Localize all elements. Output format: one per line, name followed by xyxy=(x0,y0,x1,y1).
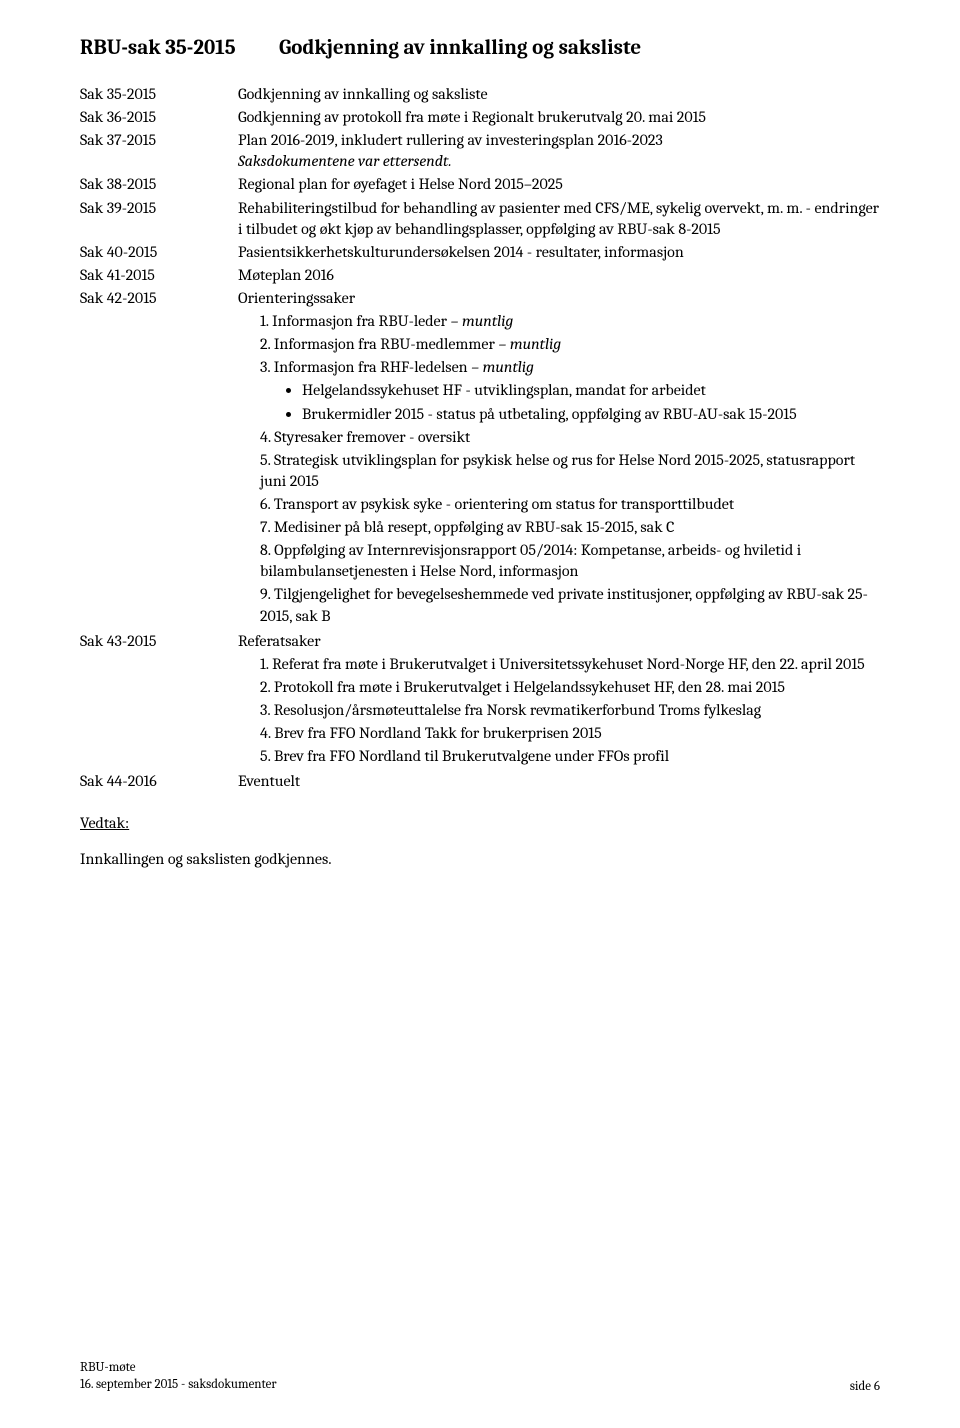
sak-italic-note: Saksdokumentene var ettersendt. xyxy=(238,152,452,170)
bullet-item: Helgelandssykehuset HF - utviklingsplan,… xyxy=(302,380,880,401)
sak-entry: Sak 39-2015 Rehabiliteringstilbud for be… xyxy=(80,198,880,240)
item-italic: – muntlig xyxy=(450,312,513,330)
sak-text: Referatsaker xyxy=(238,632,321,650)
bullet-list: Helgelandssykehuset HF - utviklingsplan,… xyxy=(260,380,880,424)
list-item: 2. Informasjon fra RBU-medlemmer – muntl… xyxy=(260,334,880,355)
item-text: Resolusjon/årsmøteuttalelse fra Norsk re… xyxy=(274,701,761,719)
sak-label: Sak 43-2015 xyxy=(80,631,238,770)
sak-label: Sak 35-2015 xyxy=(80,84,238,105)
sak-entry: Sak 44-2016 Eventuelt xyxy=(80,771,880,792)
numbered-list: 1. Referat fra møte i Brukerutvalget i U… xyxy=(238,654,880,768)
title-sak-id: RBU-sak 35-2015 xyxy=(80,36,236,60)
sak-body: Rehabiliteringstilbud for behandling av … xyxy=(238,198,880,240)
page-title-row: RBU-sak 35-2015 Godkjenning av innkallin… xyxy=(80,36,880,60)
footer-left-line2: 16. september 2015 - saksdokumenter xyxy=(80,1377,277,1392)
sak-body: Regional plan for øyefaget i Helse Nord … xyxy=(238,174,880,195)
item-text: Protokoll fra møte i Brukerutvalget i He… xyxy=(274,678,785,696)
sak-entry: Sak 42-2015 Orienteringssaker 1. Informa… xyxy=(80,288,880,629)
sak-body: Pasientsikkerhetskulturundersøkelsen 201… xyxy=(238,242,880,263)
list-item: 4. Brev fra FFO Nordland Takk for bruker… xyxy=(260,723,880,744)
item-num: 3. xyxy=(260,358,270,376)
item-text: Informasjon fra RBU-medlemmer xyxy=(274,335,498,353)
sak-entry: Sak 41-2015 Møteplan 2016 xyxy=(80,265,880,286)
sak-body: Orienteringssaker 1. Informasjon fra RBU… xyxy=(238,288,880,629)
item-num: 3. xyxy=(260,701,270,719)
item-text: Transport av psykisk syke - orientering … xyxy=(274,495,734,513)
sak-body: Eventuelt xyxy=(238,771,880,792)
sak-body: Godkjenning av protokoll fra møte i Regi… xyxy=(238,107,880,128)
list-item: 3. Informasjon fra RHF-ledelsen – muntli… xyxy=(260,357,880,424)
footer-left-line1: RBU-møte xyxy=(80,1360,135,1375)
item-text: Medisiner på blå resept, oppfølging av R… xyxy=(274,518,675,536)
item-italic: – muntlig xyxy=(471,358,534,376)
sak-entry: Sak 38-2015 Regional plan for øyefaget i… xyxy=(80,174,880,195)
item-italic: – muntlig xyxy=(498,335,561,353)
item-num: 5. xyxy=(260,747,270,765)
title-heading: Godkjenning av innkalling og saksliste xyxy=(279,36,641,60)
vedtak-text: Innkallingen og sakslisten godkjennes. xyxy=(80,850,880,868)
item-text: Strategisk utviklingsplan for psykisk he… xyxy=(260,451,855,490)
item-num: 1. xyxy=(260,655,269,673)
sak-label: Sak 36-2015 xyxy=(80,107,238,128)
item-num: 4. xyxy=(260,724,271,742)
sak-text: Orienteringssaker xyxy=(238,289,355,307)
item-num: 1. xyxy=(260,312,269,330)
sak-body: Plan 2016-2019, inkludert rullering av i… xyxy=(238,130,880,172)
list-item: 7. Medisiner på blå resept, oppfølging a… xyxy=(260,517,880,538)
item-text: Oppfølging av Internrevisjonsrapport 05/… xyxy=(260,541,801,580)
list-item: 2. Protokoll fra møte i Brukerutvalget i… xyxy=(260,677,880,698)
sak-body: Møteplan 2016 xyxy=(238,265,880,286)
sak-label: Sak 41-2015 xyxy=(80,265,238,286)
sak-label: Sak 39-2015 xyxy=(80,198,238,240)
sak-entry: Sak 36-2015 Godkjenning av protokoll fra… xyxy=(80,107,880,128)
footer-right: side 6 xyxy=(850,1379,880,1394)
sak-label: Sak 42-2015 xyxy=(80,288,238,629)
item-text: Informasjon fra RHF-ledelsen xyxy=(274,358,471,376)
item-text: Tilgjengelighet for bevegelseshemmede ve… xyxy=(260,585,868,624)
sak-entry: Sak 43-2015 Referatsaker 1. Referat fra … xyxy=(80,631,880,770)
list-item: 5. Strategisk utviklingsplan for psykisk… xyxy=(260,450,880,492)
list-item: 3. Resolusjon/årsmøteuttalelse fra Norsk… xyxy=(260,700,880,721)
list-item: 1. Informasjon fra RBU-leder – muntlig xyxy=(260,311,880,332)
sak-label: Sak 38-2015 xyxy=(80,174,238,195)
list-item: 8. Oppfølging av Internrevisjonsrapport … xyxy=(260,540,880,582)
item-num: 2. xyxy=(260,335,270,353)
sak-label: Sak 40-2015 xyxy=(80,242,238,263)
item-text: Brev fra FFO Nordland Takk for brukerpri… xyxy=(274,724,601,742)
list-item: 1. Referat fra møte i Brukerutvalget i U… xyxy=(260,654,880,675)
sak-entry: Sak 35-2015 Godkjenning av innkalling og… xyxy=(80,84,880,105)
list-item: 5. Brev fra FFO Nordland til Brukerutval… xyxy=(260,746,880,767)
sak-entry: Sak 40-2015 Pasientsikkerhetskulturunder… xyxy=(80,242,880,263)
page-footer: RBU-møte 16. september 2015 - saksdokume… xyxy=(80,1359,880,1394)
sak-entry: Sak 37-2015 Plan 2016-2019, inkludert ru… xyxy=(80,130,880,172)
vedtak-heading: Vedtak: xyxy=(80,814,880,832)
item-text: Informasjon fra RBU-leder xyxy=(272,312,450,330)
item-text: Styresaker fremover - oversikt xyxy=(274,428,470,446)
item-num: 2. xyxy=(260,678,270,696)
item-num: 9. xyxy=(260,585,270,603)
sak-body: Godkjenning av innkalling og saksliste xyxy=(238,84,880,105)
item-num: 8. xyxy=(260,541,271,559)
list-item: 4. Styresaker fremover - oversikt xyxy=(260,427,880,448)
list-item: 6. Transport av psykisk syke - orienteri… xyxy=(260,494,880,515)
sak-text: Plan 2016-2019, inkludert rullering av i… xyxy=(238,131,663,149)
sak-label: Sak 44-2016 xyxy=(80,771,238,792)
numbered-list: 1. Informasjon fra RBU-leder – muntlig 2… xyxy=(238,311,880,627)
item-text: Referat fra møte i Brukerutvalget i Univ… xyxy=(272,655,865,673)
footer-left: RBU-møte 16. september 2015 - saksdokume… xyxy=(80,1359,277,1394)
item-num: 5. xyxy=(260,451,270,469)
list-item: 9. Tilgjengelighet for bevegelseshemmede… xyxy=(260,584,880,626)
bullet-item: Brukermidler 2015 - status på utbetaling… xyxy=(302,404,880,425)
sak-body: Referatsaker 1. Referat fra møte i Bruke… xyxy=(238,631,880,770)
page: RBU-sak 35-2015 Godkjenning av innkallin… xyxy=(0,0,960,1428)
item-text: Brev fra FFO Nordland til Brukerutvalgen… xyxy=(274,747,669,765)
item-num: 7. xyxy=(260,518,270,536)
item-num: 4. xyxy=(260,428,271,446)
sak-label: Sak 37-2015 xyxy=(80,130,238,172)
item-num: 6. xyxy=(260,495,270,513)
